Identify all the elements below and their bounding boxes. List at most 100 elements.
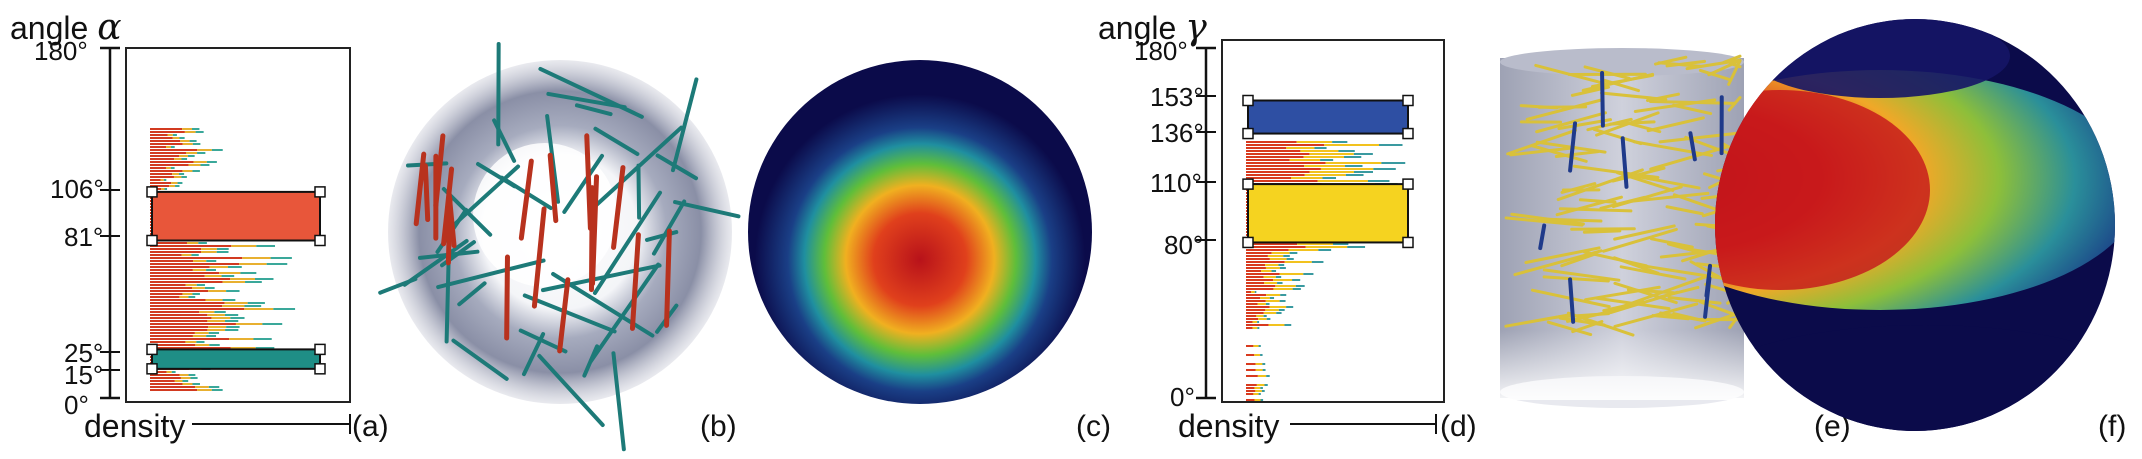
histogram-bar bbox=[179, 173, 184, 175]
histogram-bar bbox=[1246, 168, 1321, 170]
histogram-bar bbox=[1253, 327, 1258, 329]
histogram-bar bbox=[1312, 261, 1324, 263]
histogram-bar bbox=[1272, 252, 1290, 254]
histogram-bar bbox=[150, 257, 242, 259]
histogram-bar bbox=[172, 371, 176, 373]
histogram-bar bbox=[174, 176, 181, 178]
histogram-bar bbox=[171, 167, 175, 169]
histogram-bar bbox=[207, 320, 225, 322]
histogram-bar bbox=[1246, 369, 1256, 371]
histogram-bar bbox=[1304, 156, 1344, 158]
histogram-bar bbox=[150, 275, 205, 277]
selection-handle bbox=[1243, 96, 1253, 106]
histogram-bar bbox=[1246, 180, 1318, 182]
histogram-bar bbox=[1264, 384, 1267, 386]
histogram-bar bbox=[1246, 255, 1268, 257]
histogram-bar bbox=[223, 281, 245, 283]
histogram-bar bbox=[1270, 258, 1287, 260]
histogram-bar bbox=[173, 134, 177, 136]
histogram-bar bbox=[205, 299, 222, 301]
histogram-bar bbox=[1285, 261, 1312, 263]
histogram-bar bbox=[150, 305, 222, 307]
histogram-bar bbox=[1246, 285, 1275, 287]
histogram-bar bbox=[1309, 171, 1353, 173]
histogram-bar bbox=[161, 179, 164, 181]
histogram-bar bbox=[1256, 315, 1263, 317]
histogram-bar bbox=[1344, 156, 1361, 158]
histogram-bar bbox=[1284, 324, 1291, 326]
histogram-bar bbox=[1246, 321, 1253, 323]
histogram-bar bbox=[197, 152, 205, 154]
histogram-bar bbox=[1266, 375, 1270, 377]
histogram-bar bbox=[1304, 165, 1345, 167]
histogram-bar bbox=[150, 140, 180, 142]
histogram-bar bbox=[1246, 384, 1257, 386]
histogram-bar bbox=[1259, 345, 1261, 347]
histogram-bar bbox=[1246, 165, 1304, 167]
histogram-bar bbox=[150, 311, 199, 313]
histogram-bar bbox=[161, 188, 164, 190]
histogram-bar bbox=[150, 302, 225, 304]
histogram-bar bbox=[179, 296, 188, 298]
histogram-bar bbox=[182, 383, 192, 385]
histogram-bar bbox=[1255, 291, 1257, 293]
histogram-bar bbox=[209, 332, 219, 334]
histogram-bar bbox=[182, 158, 188, 160]
histogram-bar bbox=[1246, 141, 1297, 143]
histogram-bar bbox=[150, 170, 182, 172]
histogram-bar bbox=[150, 167, 166, 169]
histogram-bar bbox=[1266, 300, 1280, 302]
histogram-bar bbox=[179, 155, 188, 157]
histogram-bar bbox=[1292, 279, 1300, 281]
histogram-bar bbox=[1246, 171, 1309, 173]
histogram-bar bbox=[150, 293, 182, 295]
histogram-bar bbox=[150, 314, 207, 316]
histogram-bar bbox=[225, 329, 238, 331]
histogram-bar bbox=[1373, 168, 1395, 170]
histogram-bar bbox=[1246, 354, 1254, 356]
histogram-bar bbox=[193, 335, 206, 337]
histogram-bar bbox=[1332, 141, 1347, 143]
histogram-bar bbox=[226, 326, 239, 328]
histogram-bar bbox=[239, 263, 266, 265]
selection-handle bbox=[315, 344, 325, 354]
histogram-bar bbox=[150, 326, 208, 328]
histogram-bar bbox=[1270, 306, 1287, 308]
histogram-bar bbox=[207, 314, 225, 316]
histogram-bar bbox=[205, 287, 215, 289]
histogram-bar bbox=[242, 257, 270, 259]
histogram-bar bbox=[1246, 303, 1258, 305]
histogram-bar bbox=[1246, 387, 1254, 389]
panel-b-fiber-ring bbox=[380, 44, 738, 449]
histogram-bar bbox=[150, 335, 193, 337]
histogram-bar bbox=[1257, 327, 1259, 329]
histogram-bar bbox=[1246, 162, 1326, 164]
histogram-bar bbox=[171, 146, 175, 148]
histogram-bar bbox=[1258, 303, 1266, 305]
histogram-bar bbox=[150, 308, 244, 310]
histogram-bar bbox=[271, 257, 292, 259]
histogram-bar bbox=[225, 302, 248, 304]
histogram-bar bbox=[1291, 177, 1323, 179]
histogram-bar bbox=[1246, 294, 1266, 296]
histogram-bar bbox=[189, 164, 201, 166]
fiber-red bbox=[425, 166, 427, 220]
histogram-bar bbox=[1246, 264, 1265, 266]
histogram-bar bbox=[1256, 369, 1263, 371]
histogram-bar bbox=[1300, 150, 1338, 152]
histogram-bar bbox=[150, 338, 229, 340]
histogram-bar bbox=[1314, 147, 1326, 149]
histogram-bar bbox=[150, 278, 230, 280]
histogram-bar bbox=[1246, 276, 1264, 278]
histogram-bar bbox=[1306, 246, 1348, 248]
selection-handle bbox=[147, 364, 157, 374]
histogram-bar bbox=[1261, 270, 1272, 272]
histogram-bar bbox=[1246, 345, 1253, 347]
histogram-bar bbox=[1269, 324, 1285, 326]
histogram-bar bbox=[196, 341, 204, 343]
histogram-bar bbox=[150, 155, 179, 157]
histogram-bar bbox=[1246, 324, 1269, 326]
histogram-bar bbox=[1254, 387, 1260, 389]
fiber-red bbox=[667, 231, 670, 325]
histogram-bar bbox=[193, 161, 206, 163]
